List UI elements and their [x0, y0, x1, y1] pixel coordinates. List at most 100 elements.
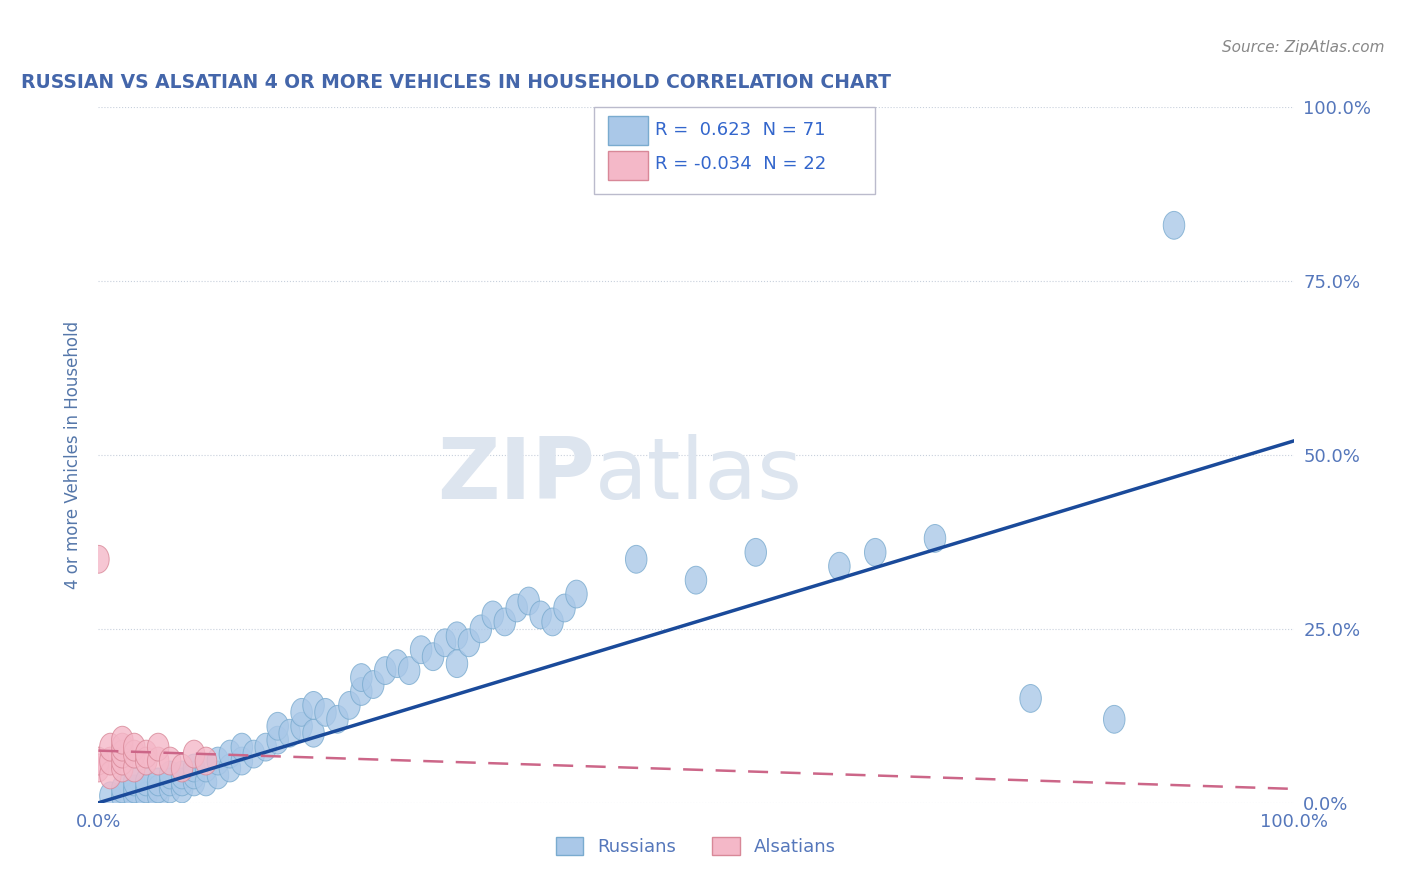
Ellipse shape	[111, 747, 134, 775]
Ellipse shape	[172, 775, 193, 803]
Ellipse shape	[148, 733, 169, 761]
Ellipse shape	[745, 539, 766, 566]
Ellipse shape	[100, 733, 121, 761]
Ellipse shape	[231, 747, 253, 775]
Ellipse shape	[458, 629, 479, 657]
Ellipse shape	[172, 768, 193, 796]
Ellipse shape	[506, 594, 527, 622]
Ellipse shape	[865, 539, 886, 566]
Ellipse shape	[124, 775, 145, 803]
Ellipse shape	[828, 552, 851, 580]
Ellipse shape	[124, 754, 145, 782]
Ellipse shape	[517, 587, 540, 615]
Ellipse shape	[111, 782, 134, 810]
Ellipse shape	[135, 740, 157, 768]
Ellipse shape	[1019, 684, 1042, 713]
Ellipse shape	[326, 706, 349, 733]
Ellipse shape	[159, 775, 181, 803]
Ellipse shape	[231, 733, 253, 761]
Ellipse shape	[111, 740, 134, 768]
Ellipse shape	[159, 768, 181, 796]
Ellipse shape	[135, 775, 157, 803]
Text: RUSSIAN VS ALSATIAN 4 OR MORE VEHICLES IN HOUSEHOLD CORRELATION CHART: RUSSIAN VS ALSATIAN 4 OR MORE VEHICLES I…	[21, 72, 891, 92]
Text: Source: ZipAtlas.com: Source: ZipAtlas.com	[1222, 40, 1385, 55]
Y-axis label: 4 or more Vehicles in Household: 4 or more Vehicles in Household	[65, 321, 83, 589]
Ellipse shape	[207, 761, 229, 789]
Ellipse shape	[183, 768, 205, 796]
Ellipse shape	[267, 726, 288, 754]
Ellipse shape	[387, 649, 408, 678]
Ellipse shape	[100, 782, 121, 810]
Ellipse shape	[422, 643, 444, 671]
Ellipse shape	[195, 768, 217, 796]
Ellipse shape	[291, 713, 312, 740]
Ellipse shape	[350, 678, 373, 706]
Ellipse shape	[100, 747, 121, 775]
Ellipse shape	[159, 747, 181, 775]
Ellipse shape	[554, 594, 575, 622]
Ellipse shape	[446, 649, 468, 678]
Ellipse shape	[124, 768, 145, 796]
Ellipse shape	[434, 629, 456, 657]
Ellipse shape	[195, 747, 217, 775]
Ellipse shape	[565, 580, 588, 608]
Ellipse shape	[183, 761, 205, 789]
Ellipse shape	[159, 761, 181, 789]
Ellipse shape	[87, 747, 110, 775]
Ellipse shape	[172, 761, 193, 789]
Ellipse shape	[219, 740, 240, 768]
Text: R =  0.623  N = 71: R = 0.623 N = 71	[655, 121, 825, 139]
Ellipse shape	[398, 657, 420, 684]
Ellipse shape	[135, 782, 157, 810]
Ellipse shape	[195, 754, 217, 782]
FancyBboxPatch shape	[607, 151, 648, 180]
Ellipse shape	[111, 775, 134, 803]
Ellipse shape	[219, 754, 240, 782]
Ellipse shape	[685, 566, 707, 594]
Ellipse shape	[530, 601, 551, 629]
Ellipse shape	[183, 754, 205, 782]
Ellipse shape	[363, 671, 384, 698]
Ellipse shape	[111, 726, 134, 754]
Ellipse shape	[315, 698, 336, 726]
Ellipse shape	[207, 747, 229, 775]
Ellipse shape	[87, 754, 110, 782]
FancyBboxPatch shape	[607, 116, 648, 145]
Ellipse shape	[183, 740, 205, 768]
Ellipse shape	[302, 691, 325, 719]
Ellipse shape	[374, 657, 396, 684]
Ellipse shape	[172, 754, 193, 782]
Ellipse shape	[111, 754, 134, 782]
FancyBboxPatch shape	[595, 107, 876, 194]
Ellipse shape	[148, 775, 169, 803]
Text: R = -0.034  N = 22: R = -0.034 N = 22	[655, 155, 827, 173]
Ellipse shape	[278, 719, 301, 747]
Ellipse shape	[482, 601, 503, 629]
Ellipse shape	[1163, 211, 1185, 239]
Ellipse shape	[100, 761, 121, 789]
Ellipse shape	[148, 782, 169, 810]
Ellipse shape	[124, 740, 145, 768]
Ellipse shape	[124, 733, 145, 761]
Ellipse shape	[243, 740, 264, 768]
Ellipse shape	[302, 719, 325, 747]
Ellipse shape	[494, 608, 516, 636]
Ellipse shape	[148, 768, 169, 796]
Ellipse shape	[291, 698, 312, 726]
Ellipse shape	[626, 545, 647, 574]
Ellipse shape	[470, 615, 492, 643]
Legend: Russians, Alsatians: Russians, Alsatians	[548, 830, 844, 863]
Text: atlas: atlas	[595, 434, 803, 517]
Ellipse shape	[267, 713, 288, 740]
Ellipse shape	[446, 622, 468, 649]
Ellipse shape	[254, 733, 277, 761]
Ellipse shape	[350, 664, 373, 691]
Ellipse shape	[924, 524, 946, 552]
Text: ZIP: ZIP	[437, 434, 595, 517]
Ellipse shape	[87, 545, 110, 574]
Ellipse shape	[135, 747, 157, 775]
Ellipse shape	[148, 747, 169, 775]
Ellipse shape	[411, 636, 432, 664]
Ellipse shape	[541, 608, 564, 636]
Ellipse shape	[1104, 706, 1125, 733]
